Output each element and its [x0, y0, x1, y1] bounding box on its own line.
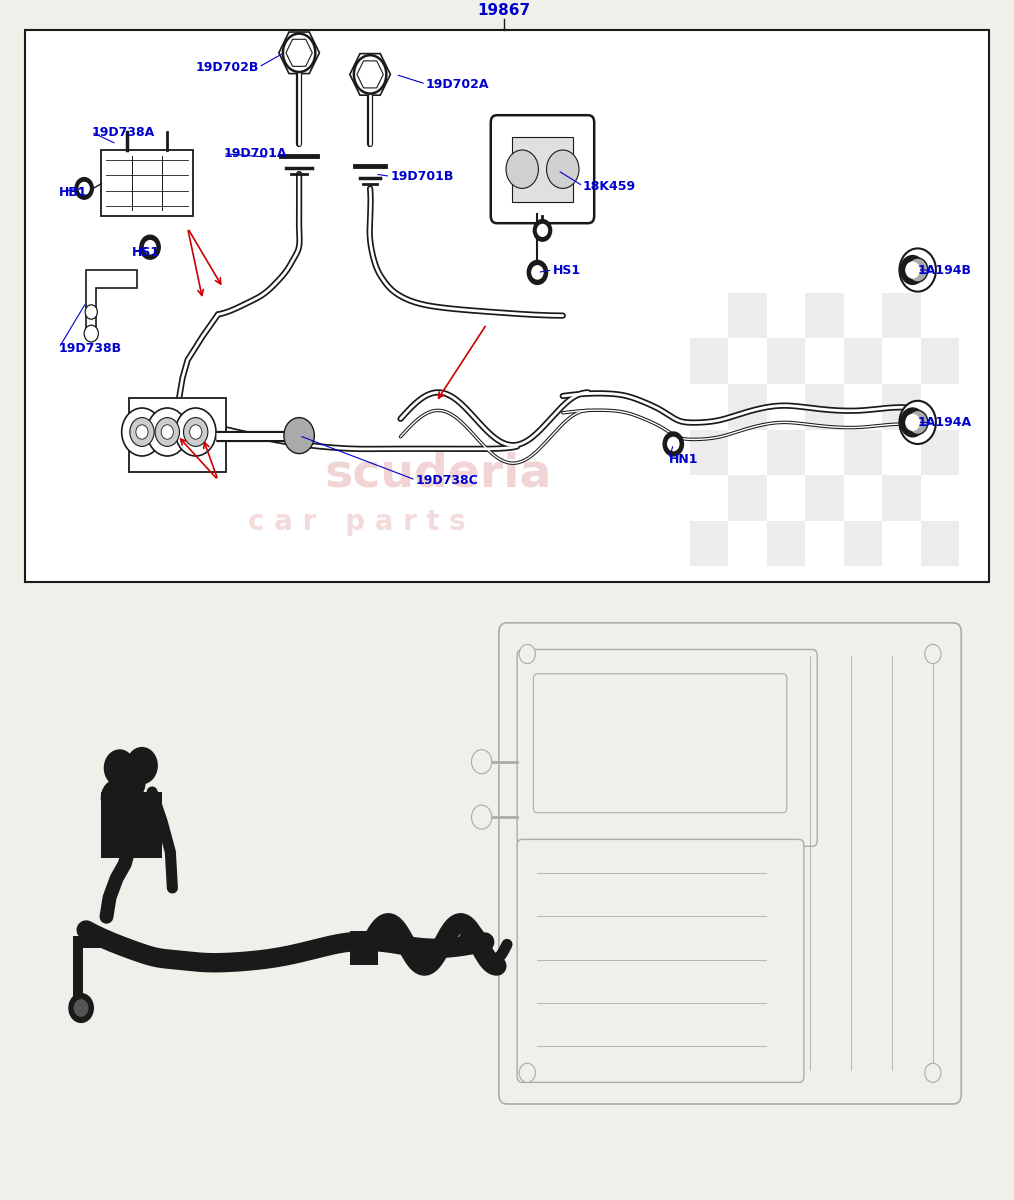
Circle shape [130, 418, 154, 446]
Circle shape [147, 408, 188, 456]
Circle shape [161, 425, 173, 439]
FancyBboxPatch shape [129, 398, 226, 472]
Circle shape [190, 425, 202, 439]
Bar [728, 384, 767, 430]
Circle shape [900, 256, 925, 284]
Bar [101, 150, 193, 216]
Bar [844, 338, 882, 384]
Text: c a r   p a r t s: c a r p a r t s [248, 508, 466, 536]
Circle shape [900, 408, 925, 437]
FancyBboxPatch shape [491, 115, 594, 223]
Bar [921, 338, 959, 384]
FancyBboxPatch shape [517, 649, 817, 846]
Bar [844, 521, 882, 566]
Circle shape [519, 1063, 535, 1082]
Text: HS1: HS1 [132, 246, 160, 258]
Bar [690, 338, 728, 384]
Circle shape [527, 260, 548, 284]
Text: 19D702A: 19D702A [426, 78, 490, 90]
FancyBboxPatch shape [499, 623, 961, 1104]
Bar [767, 338, 805, 384]
Bar [882, 384, 921, 430]
Text: scuderia: scuderia [324, 451, 552, 497]
Circle shape [532, 265, 544, 278]
Bar [512, 137, 573, 202]
Bar [728, 475, 767, 521]
Circle shape [73, 998, 89, 1018]
Text: 19D702B: 19D702B [195, 61, 259, 73]
Text: 19D738B: 19D738B [59, 342, 122, 354]
Circle shape [908, 410, 928, 434]
Text: 19867: 19867 [478, 2, 530, 18]
Bar [844, 430, 882, 475]
Text: HS1: HS1 [553, 264, 581, 276]
Text: 19D738C: 19D738C [416, 474, 479, 486]
Bar [350, 931, 378, 965]
Circle shape [472, 750, 492, 774]
Circle shape [104, 750, 135, 786]
Circle shape [519, 644, 535, 664]
Bar [728, 293, 767, 338]
Text: 1A194B: 1A194B [918, 264, 971, 276]
Circle shape [122, 408, 162, 456]
Circle shape [184, 418, 208, 446]
Circle shape [145, 240, 156, 253]
Bar [690, 521, 728, 566]
Circle shape [69, 994, 93, 1022]
Circle shape [127, 748, 157, 784]
Circle shape [506, 150, 538, 188]
Polygon shape [357, 61, 383, 88]
Circle shape [79, 182, 89, 194]
Bar [690, 430, 728, 475]
Circle shape [668, 437, 679, 450]
Circle shape [175, 408, 216, 456]
Bar [805, 475, 844, 521]
Bar [805, 384, 844, 430]
Polygon shape [73, 936, 103, 1002]
Text: 18K459: 18K459 [583, 180, 636, 192]
Circle shape [472, 805, 492, 829]
Bar [101, 792, 162, 858]
Text: HN1: HN1 [669, 454, 699, 466]
Text: 19D701B: 19D701B [390, 170, 454, 182]
Circle shape [155, 418, 179, 446]
Text: 1A194A: 1A194A [918, 416, 971, 428]
Circle shape [663, 432, 683, 456]
Circle shape [533, 220, 552, 241]
Bar [882, 293, 921, 338]
Circle shape [101, 780, 132, 816]
Circle shape [906, 414, 920, 431]
Text: 19D738A: 19D738A [91, 126, 154, 138]
Polygon shape [86, 270, 137, 338]
Bar [921, 430, 959, 475]
Circle shape [899, 248, 936, 292]
Polygon shape [286, 40, 312, 66]
Circle shape [925, 644, 941, 664]
Polygon shape [279, 32, 319, 73]
Text: HB1: HB1 [59, 186, 87, 198]
Bar [767, 430, 805, 475]
Circle shape [899, 401, 936, 444]
Bar [767, 521, 805, 566]
Bar [921, 521, 959, 566]
Circle shape [908, 258, 928, 282]
Bar [25, 30, 989, 582]
Bar [882, 475, 921, 521]
Circle shape [537, 224, 548, 236]
Bar [805, 293, 844, 338]
Text: 19D701A: 19D701A [223, 148, 287, 160]
Circle shape [84, 325, 98, 342]
Circle shape [140, 235, 160, 259]
Polygon shape [350, 54, 390, 95]
Circle shape [547, 150, 579, 188]
Circle shape [85, 305, 97, 319]
FancyBboxPatch shape [517, 840, 804, 1082]
Circle shape [284, 418, 314, 454]
Circle shape [136, 425, 148, 439]
Circle shape [75, 178, 93, 199]
FancyBboxPatch shape [533, 673, 787, 812]
Circle shape [906, 262, 920, 278]
Circle shape [115, 764, 145, 800]
Circle shape [925, 1063, 941, 1082]
